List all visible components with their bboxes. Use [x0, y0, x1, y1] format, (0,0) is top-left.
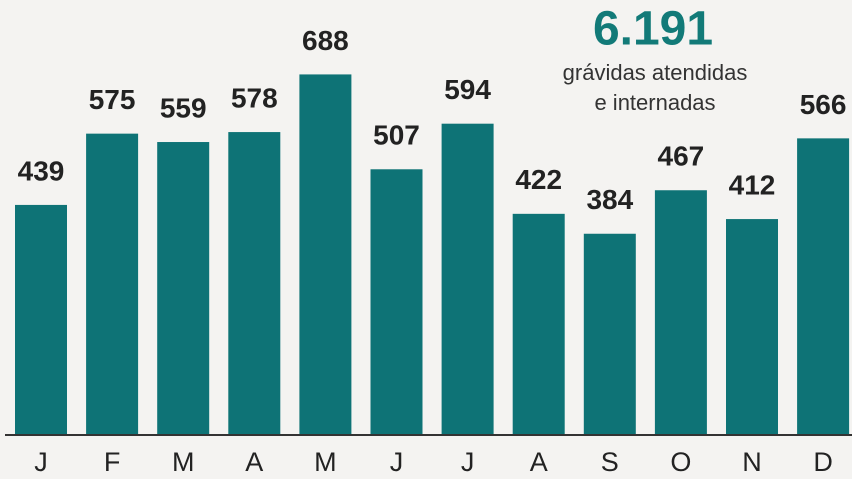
value-label: 384 [586, 184, 633, 215]
bar [441, 123, 494, 436]
value-label: 559 [160, 92, 207, 123]
total-annotation: 6.191 [593, 3, 713, 56]
value-label: 566 [800, 89, 847, 120]
bar [228, 132, 281, 435]
value-label: 507 [373, 120, 420, 151]
value-label: 439 [18, 155, 65, 186]
x-tick-label: F [104, 447, 121, 477]
bar [370, 169, 423, 435]
x-tick-label: N [742, 447, 762, 477]
annotation-line: e internadas [594, 90, 715, 115]
bar [299, 74, 352, 435]
value-label: 467 [658, 141, 705, 172]
x-tick-label: S [601, 447, 619, 477]
bar [726, 219, 778, 435]
value-label: 578 [231, 82, 278, 113]
bar [157, 142, 210, 435]
x-tick-label: J [34, 447, 48, 477]
x-tick-label: A [245, 447, 263, 477]
value-label: 594 [444, 74, 491, 105]
bar [512, 213, 565, 435]
x-tick-label: J [390, 447, 404, 477]
x-tick-label: M [172, 447, 195, 477]
bar [797, 138, 850, 435]
value-label: 412 [729, 169, 776, 200]
bar [583, 233, 636, 435]
bar [86, 133, 139, 435]
x-tick-label: D [813, 447, 833, 477]
value-label: 422 [515, 164, 562, 195]
bar [654, 190, 707, 435]
annotation-line: grávidas atendidas [563, 60, 748, 85]
value-label: 575 [89, 84, 136, 115]
x-tick-label: A [530, 447, 548, 477]
x-tick-label: O [670, 447, 691, 477]
value-label: 688 [302, 25, 349, 56]
bar [15, 204, 67, 435]
x-tick-label: M [314, 447, 337, 477]
x-tick-label: J [461, 447, 475, 477]
